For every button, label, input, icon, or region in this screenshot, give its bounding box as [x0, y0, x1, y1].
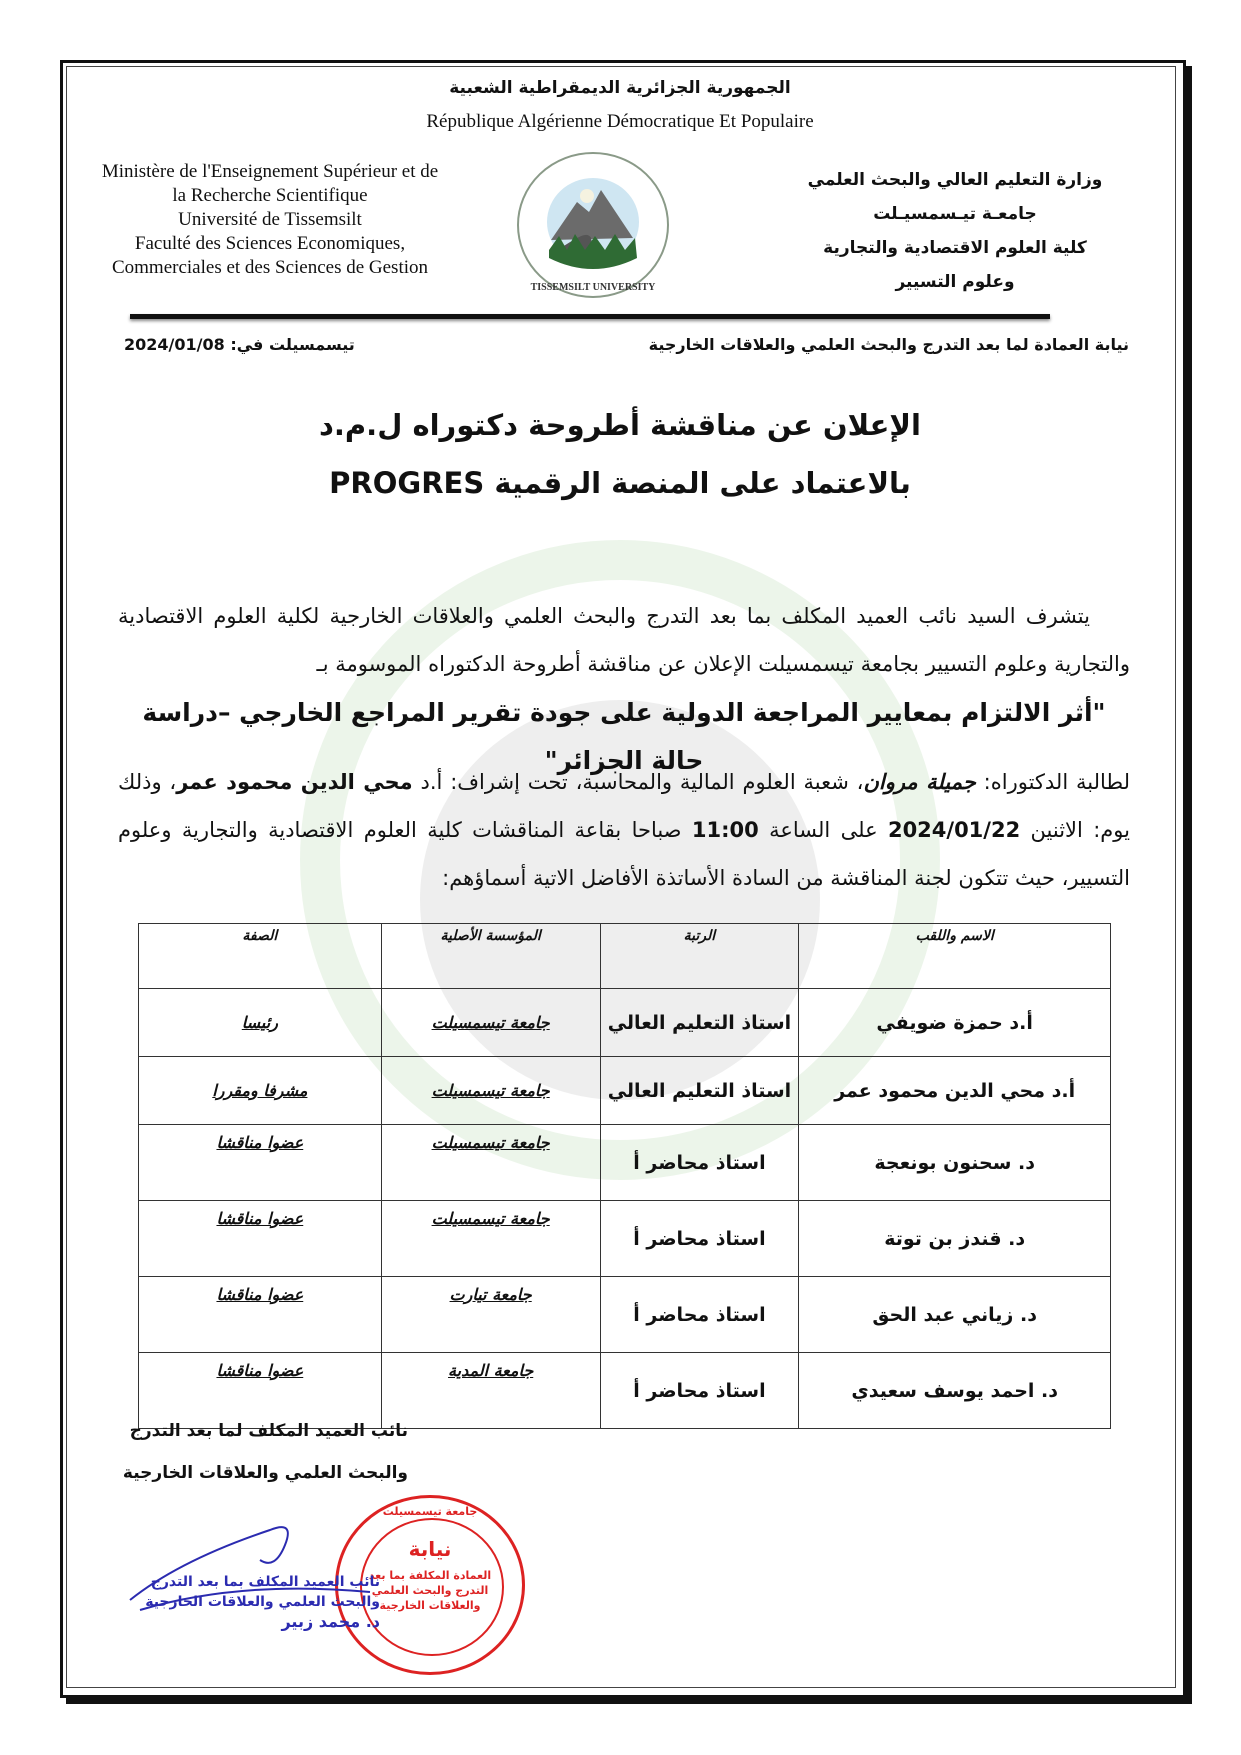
member-institution: جامعة المدية: [380, 1352, 601, 1429]
supervisor-name: محي الدين محمود عمر: [176, 770, 413, 794]
official-stamp-blue: نائب العميد المكلف بما بعد التدرج والبحث…: [130, 1572, 380, 1632]
faculty-line-ar: كلية العلوم الاقتصادية والتجارية: [823, 238, 1087, 258]
republic-arabic: الجمهورية الجزائرية الديمقراطية الشعبية: [449, 78, 791, 98]
member-institution: جامعة تيارت: [380, 1276, 601, 1353]
stamp-text: نائب العميد المكلف بما بعد التدرج: [150, 1574, 380, 1590]
defense-date: 2024/01/22: [887, 818, 1021, 842]
logo-text: TISSEMSILT UNIVERSITY: [531, 282, 657, 293]
member-rank: استاذ التعليم العالي: [599, 988, 800, 1057]
date-label: تيسمسيلت في:: [230, 335, 355, 354]
ministry-line-ar: وزارة التعليم العالي والبحث العلمي: [807, 170, 1103, 190]
announcement-subtitle: بالاعتماد على المنصة الرقمية PROGRES: [329, 466, 911, 500]
ministry-line: la Recherche Scientifique: [172, 185, 368, 206]
member-name: أ.د حمزة ضويفي: [798, 988, 1111, 1057]
student-label: لطالبة الدكتوراه:: [975, 770, 1131, 794]
member-name: أ.د محي الدين محمود عمر: [798, 1056, 1111, 1125]
university-line-ar: جامعـة تيـسمسيـلت: [873, 204, 1037, 224]
table-row: د. قندز بن توتة استاذ محاضر أ جامعة تيسم…: [138, 1200, 1111, 1277]
official-stamp-red: جامعة تيسمسيلت نيابة العمادة المكلفة بما…: [335, 1495, 525, 1675]
member-institution: جامعة تيسمسيلت: [380, 1056, 601, 1125]
member-name: د. زياني عبد الحق: [798, 1276, 1111, 1353]
details-rest: صباحا بقاعة المناقشات كلية العلوم الاقتص…: [118, 818, 1130, 890]
member-role: مشرفا ومقررا: [138, 1056, 382, 1125]
signatory-line: نائب العميد المكلف لما بعد التدرج: [129, 1421, 408, 1441]
header-divider: [130, 314, 1050, 319]
stamp-text-block: العمادة المكلفة بما بعد التدرج والبحث ال…: [358, 1568, 502, 1613]
stamp-text: والعلاقات الخارجية: [379, 1599, 481, 1612]
member-institution: جامعة تيسمسيلت: [380, 1200, 601, 1277]
details-paragraph: لطالبة الدكتوراه: جميلة مروان، شعبة العل…: [118, 758, 1130, 902]
student-name: جميلة مروان: [863, 770, 976, 794]
stamp-text: نيابة: [408, 1537, 452, 1561]
header-rank: الرتبة: [599, 923, 800, 989]
table-row: د. سحنون بونعجة استاذ محاضر أ جامعة تيسم…: [138, 1124, 1111, 1201]
member-rank: استاذ محاضر أ: [599, 1276, 800, 1353]
member-institution: جامعة تيسمسيلت: [380, 988, 601, 1057]
jury-table: الاسم واللقب الرتبة المؤسسة الأصلية الصف…: [138, 923, 1111, 1429]
member-role: رئيسا: [138, 988, 382, 1057]
member-rank: استاذ محاضر أ: [599, 1352, 800, 1429]
handwritten-signature: [129, 1526, 371, 1611]
institution-french: Ministère de l'Enseignement Supérieur et…: [70, 160, 470, 280]
date-value: 2024/01/08: [124, 335, 225, 354]
member-role: عضوا مناقشا: [138, 1124, 382, 1201]
faculty-line-ar: وعلوم التسيير: [895, 272, 1015, 292]
stamp-name: د. محمد زبير: [281, 1612, 380, 1631]
stamp-text: التدرج والبحث العلمي: [371, 1584, 489, 1597]
table-row: د. زياني عبد الحق استاذ محاضر أ جامعة تي…: [138, 1276, 1111, 1353]
member-role: عضوا مناقشا: [138, 1276, 382, 1353]
member-rank: استاذ محاضر أ: [599, 1124, 800, 1201]
member-role: عضوا مناقشا: [138, 1352, 382, 1429]
header-name: الاسم واللقب: [798, 923, 1111, 989]
table-header-row: الاسم واللقب الرتبة المؤسسة الأصلية الصف…: [138, 923, 1111, 989]
announcement-title: الإعلان عن مناقشة أطروحة دكتوراه ل.م.د: [319, 408, 921, 442]
member-name: د. سحنون بونعجة: [798, 1124, 1111, 1201]
member-rank: استاذ التعليم العالي: [599, 1056, 800, 1125]
member-name: د. قندز بن توتة: [798, 1200, 1111, 1277]
table-row: أ.د حمزة ضويفي استاذ التعليم العالي جامع…: [138, 988, 1111, 1057]
member-institution: جامعة تيسمسيلت: [380, 1124, 601, 1201]
header-role: الصفة: [138, 923, 382, 989]
member-rank: استاذ محاضر أ: [599, 1200, 800, 1277]
document-date: تيسمسيلت في: 2024/01/08: [124, 335, 355, 354]
page-border: [60, 60, 1186, 1698]
table-row: أ.د محي الدين محمود عمر استاذ التعليم ال…: [138, 1056, 1111, 1125]
stamp-text: جامعة تيسمسيلت: [382, 1505, 478, 1518]
date-prefix: ، وذلك يوم: الاثنين: [118, 770, 1130, 842]
table-row: د. احمد يوسف سعيدي استاذ محاضر أ جامعة ا…: [138, 1352, 1111, 1429]
stamp-text: والبحث العلمي والعلاقات الخارجية: [145, 1594, 380, 1610]
signatory-line: والبحث العلمي والعلاقات الخارجية: [122, 1463, 408, 1483]
member-name: د. احمد يوسف سعيدي: [798, 1352, 1111, 1429]
stamp-inner-ring: [360, 1518, 504, 1656]
faculty-line: Faculté des Sciences Economiques,: [134, 233, 406, 254]
time-prefix: على الساعة: [758, 818, 888, 842]
page-border-inner: [66, 66, 1176, 1688]
specialty: ، شعبة العلوم المالية والمحاسبة، تحت إشر…: [412, 770, 864, 794]
header-institution: المؤسسة الأصلية: [380, 923, 601, 989]
signatory-title: نائب العميد المكلف لما بعد التدرج والبحث…: [118, 1410, 408, 1494]
thesis-title: "أثر الالتزام بمعايير المراجعة الدولية ع…: [142, 698, 1106, 775]
university-logo: TISSEMSILT UNIVERSITY: [515, 150, 671, 300]
ministry-line: Ministère de l'Enseignement Supérieur et…: [101, 161, 439, 182]
intro-paragraph: يتشرف السيد نائب العميد المكلف بما بعد ا…: [118, 604, 1130, 676]
faculty-line: Commerciales et des Sciences de Gestion: [111, 257, 429, 278]
defense-time: 11:00: [691, 818, 759, 842]
member-role: عضوا مناقشا: [138, 1200, 382, 1277]
stamp-text: العمادة المكلفة بما بعد: [368, 1569, 492, 1582]
office-name: نيابة العمادة لما بعد التدرج والبحث العل…: [648, 335, 1129, 354]
university-line: Université de Tissemsilt: [178, 209, 362, 230]
republic-french: République Algérienne Démocratique Et Po…: [426, 111, 814, 132]
institution-arabic: وزارة التعليم العالي والبحث العلمي جامعـ…: [790, 163, 1120, 299]
